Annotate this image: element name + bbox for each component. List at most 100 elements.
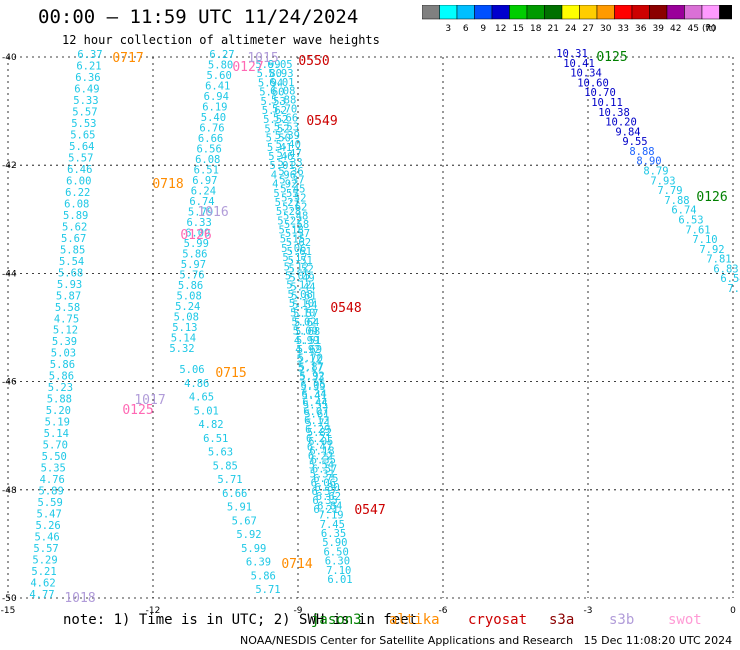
y-tick-label: -48 <box>2 486 17 496</box>
swh-value: 5.17 <box>282 252 307 264</box>
swh-value: 5.47 <box>37 509 62 521</box>
swh-value: 6.62 <box>316 491 341 503</box>
scale-label: 12 <box>495 24 506 34</box>
swh-value: 4.92 <box>295 344 320 356</box>
x-tick-label: -12 <box>146 606 161 616</box>
swh-value: 5.12 <box>284 261 309 273</box>
swh-value: 5.87 <box>56 290 81 302</box>
swh-value: 5.36 <box>278 166 303 178</box>
swh-value: 6.76 <box>199 123 224 135</box>
swh-value: 10.34 <box>570 68 602 80</box>
swh-value: 6.01 <box>327 574 352 586</box>
swh-value: 5.62 <box>62 221 87 233</box>
swh-value: 5.52 <box>281 193 306 205</box>
scale-label: 70 <box>705 24 717 34</box>
swh-value: 5.57 <box>293 308 318 320</box>
swh-value: 5.57 <box>33 543 58 555</box>
swh-value: 5.46 <box>268 151 293 163</box>
x-tick-label: -15 <box>1 606 16 616</box>
swh-value: 5.85 <box>213 460 238 472</box>
swh-value: 7.10 <box>326 565 351 577</box>
swh-value: 5.39 <box>300 381 325 393</box>
swh-value: 6.22 <box>65 187 90 199</box>
pass-time-label: 1017 <box>134 393 165 408</box>
y-tick-label: -50 <box>2 594 17 604</box>
y-tick-label: -44 <box>2 269 17 279</box>
swh-value: 5.86 <box>49 371 74 383</box>
swh-value: 5.86 <box>50 359 75 371</box>
swh-value: 5.15 <box>280 234 305 246</box>
pass-time-label: 0125 <box>122 403 153 418</box>
swh-value: 4.86 <box>184 378 209 390</box>
swh-value: 7.10 <box>692 234 717 246</box>
swh-value: 8.79 <box>643 166 668 178</box>
swh-value: 6.41 <box>205 81 230 93</box>
footnote: note: 1) Time is in UTC; 2) SWH is in fe… <box>63 612 417 628</box>
swh-value: 7.61 <box>685 224 710 236</box>
swh-value: 5.92 <box>300 371 325 383</box>
swh-value: 5.88 <box>271 95 296 107</box>
swh-value: 5.01 <box>194 405 219 417</box>
scale-label: 27 <box>583 24 594 34</box>
swh-value: 6.24 <box>191 186 216 198</box>
y-tick-label: -40 <box>2 53 17 63</box>
swh-value: 6.83 <box>713 263 738 275</box>
swh-value: 5.18 <box>278 225 303 237</box>
swh-value: 5.52 <box>264 123 289 135</box>
swh-value: 6.00 <box>66 175 91 187</box>
pass-time-label: 0717 <box>112 51 143 66</box>
swh-value: 5.33 <box>73 95 98 107</box>
swh-value: 5.86 <box>251 570 276 582</box>
swh-value: 6.80 <box>314 482 339 494</box>
swh-value: 5.46 <box>34 532 59 544</box>
swh-value: 5.63 <box>208 447 233 459</box>
satellite-legend-item: s3b <box>609 612 635 628</box>
swh-value: 5.57 <box>68 152 93 164</box>
swh-value: 5.45 <box>280 184 305 196</box>
swh-value: 10.20 <box>605 117 637 129</box>
scale-label: 15 <box>513 24 524 34</box>
swh-value: 7.81 <box>706 254 731 266</box>
swh-value: 6.06 <box>311 477 336 489</box>
swh-value: 5.51 <box>288 255 313 267</box>
swh-value: 5.93 <box>268 68 293 80</box>
swh-value: 6.22 <box>308 451 333 463</box>
swh-value: 5.10 <box>289 298 314 310</box>
swh-value: 5.51 <box>296 335 321 347</box>
swh-value: 5.50 <box>266 133 291 145</box>
swh-value: 6.35 <box>311 454 336 466</box>
pass-time-label: 1018 <box>64 591 95 606</box>
swh-value: 5.64 <box>69 141 94 153</box>
swh-value: 5.62 <box>262 105 287 117</box>
swh-value: 5.06 <box>281 243 306 255</box>
swh-value: 5.20 <box>46 405 71 417</box>
graticule <box>7 56 734 599</box>
swh-value: 5.71 <box>305 418 330 430</box>
swh-value: 5.79 <box>188 207 213 219</box>
swh-value: 6.39 <box>246 557 271 569</box>
swh-value: 6.19 <box>202 102 227 114</box>
scale-label: 33 <box>618 24 629 34</box>
swh-value: 5.65 <box>70 129 95 141</box>
swh-value: 9.84 <box>615 126 640 138</box>
swh-value: 6.56 <box>196 144 221 156</box>
scale-label: 30 <box>600 24 612 34</box>
satellite-legend-item: s3a <box>549 612 575 628</box>
swh-value: 5.23 <box>48 382 73 394</box>
swh-value: 6.53 <box>678 214 703 226</box>
swh-value: 5.12 <box>53 325 78 337</box>
swh-value: 5.19 <box>45 417 70 429</box>
satellite-legend-item: cryosat <box>468 612 528 628</box>
swh-value: 10.31 <box>556 48 588 60</box>
swh-value: 4.75 <box>54 313 79 325</box>
swh-value: 5.99 <box>184 238 209 250</box>
scale-label: 21 <box>548 24 559 34</box>
swh-value: 6.66 <box>198 133 223 145</box>
swh-value: 4.96 <box>271 169 296 181</box>
swh-value: 5.94 <box>258 77 283 89</box>
credit-text: NOAA/NESDIS Center for Satellite Applica… <box>240 634 574 647</box>
swh-value: 6.35 <box>321 528 346 540</box>
pass-time-label: 0125 <box>596 50 627 65</box>
swh-value: 5.55 <box>303 399 328 411</box>
swh-value: 5.97 <box>181 259 206 271</box>
